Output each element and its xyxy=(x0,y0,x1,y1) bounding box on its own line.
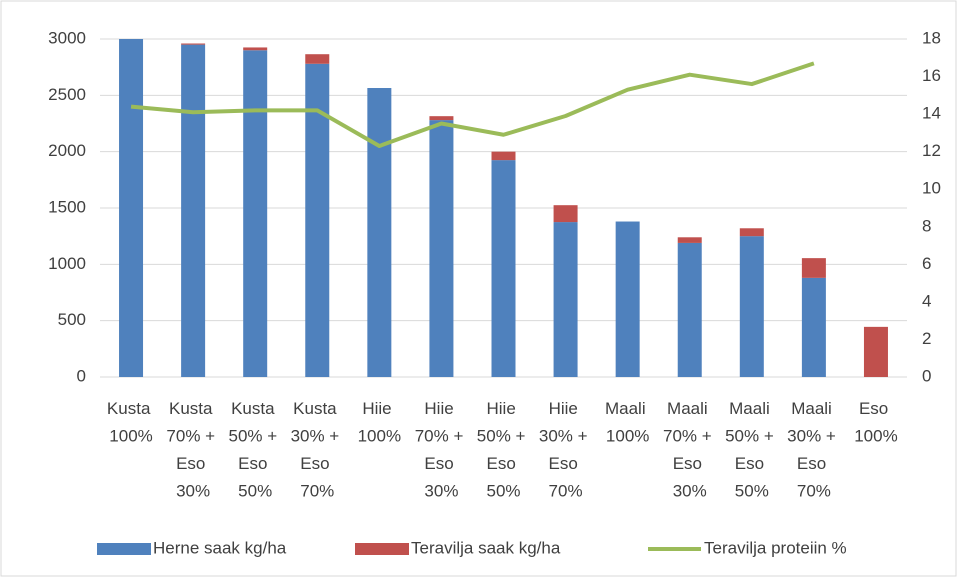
y2-tick-label: 14 xyxy=(922,104,941,123)
x-tick-label: Maali 30% + Eso 70% xyxy=(787,399,840,501)
y2-tick-label: 6 xyxy=(922,254,931,273)
legend-label: Teravilja proteiin % xyxy=(704,538,847,557)
y-tick-label: 3000 xyxy=(48,28,86,47)
legend-label: Herne saak kg/ha xyxy=(153,538,287,557)
line-series xyxy=(130,61,815,149)
y2-tick-label: 12 xyxy=(922,141,941,160)
bar xyxy=(119,39,144,377)
legend-swatch xyxy=(97,543,151,555)
bar xyxy=(615,221,640,377)
bar xyxy=(553,222,578,377)
x-tick-label: Maali 100% xyxy=(605,399,650,446)
x-tick-label: Maali 50% + Eso 50% xyxy=(725,399,778,501)
y2-tick-label: 0 xyxy=(922,366,931,385)
bar xyxy=(739,236,764,377)
y2-tick-label: 8 xyxy=(922,216,931,235)
bar xyxy=(677,237,702,243)
bar xyxy=(491,151,516,161)
legend-label: Teravilja saak kg/ha xyxy=(411,538,561,557)
x-tick-label: Kusta 100% xyxy=(107,399,155,446)
y2-tick-label: 10 xyxy=(922,179,941,198)
y-tick-label: 2500 xyxy=(48,85,86,104)
x-tick-label: Hiie 30% + Eso 70% xyxy=(539,399,592,501)
bar xyxy=(801,277,826,377)
bar xyxy=(181,43,206,45)
y-tick-label: 1000 xyxy=(48,254,86,273)
x-tick-label: Hiie 70% + Eso 30% xyxy=(415,399,468,501)
y2-tick-label: 4 xyxy=(922,291,931,310)
legend-swatch xyxy=(355,543,409,555)
bar xyxy=(305,54,330,64)
y2-tick-label: 18 xyxy=(922,28,941,47)
y-tick-label: 500 xyxy=(58,310,86,329)
bar xyxy=(677,242,702,377)
bar xyxy=(367,88,392,377)
bar xyxy=(801,258,826,278)
x-tick-label: Hiie 100% xyxy=(358,399,401,446)
bar xyxy=(429,116,454,121)
bar xyxy=(429,120,454,378)
bar xyxy=(739,228,764,237)
y2-tick-label: 2 xyxy=(922,329,931,348)
y2-tick-label: 16 xyxy=(922,66,941,85)
x-tick-label: Kusta 70% + Eso 30% xyxy=(166,399,219,501)
x-tick-label: Kusta 50% + Eso 50% xyxy=(228,399,281,501)
x-tick-label: Kusta 30% + Eso 70% xyxy=(291,399,344,501)
y-tick-label: 2000 xyxy=(48,141,86,160)
bar xyxy=(553,205,578,223)
bar xyxy=(243,47,268,51)
y-tick-label: 1500 xyxy=(48,197,86,216)
x-tick-label: Eso 100% xyxy=(854,399,897,446)
x-tick-label: Hiie 50% + Eso 50% xyxy=(477,399,530,501)
y-tick-label: 0 xyxy=(77,366,86,385)
bar xyxy=(863,326,888,377)
bar xyxy=(243,50,268,378)
bar xyxy=(491,160,516,377)
bar xyxy=(181,44,206,378)
x-tick-label: Maali 70% + Eso 30% xyxy=(663,399,716,501)
